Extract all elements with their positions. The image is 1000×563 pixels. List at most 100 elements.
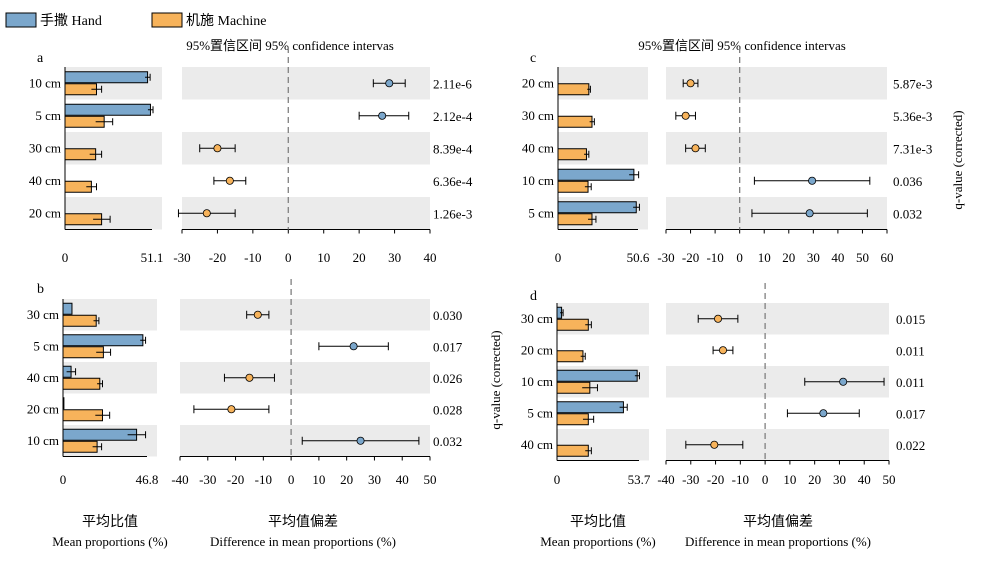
qvalue-label: 2.11e-6 [433, 76, 472, 91]
ci-tick-label: 40 [831, 250, 844, 265]
bar-tick-label: 46.8 [136, 472, 159, 487]
qvalue-label: 0.022 [896, 438, 925, 453]
bar-hand [64, 71, 149, 84]
ci-tick-label: -20 [209, 250, 226, 265]
ci-tick-label: -40 [657, 472, 674, 487]
ci-point [691, 144, 700, 153]
bar-machine [557, 148, 587, 161]
ci-point [202, 209, 211, 218]
footer-right-left-en: Mean proportions (%) [540, 534, 656, 549]
ci-tick-label: 0 [285, 250, 292, 265]
ci-tick-label: 10 [783, 472, 796, 487]
qvalue-label: 1.26e-3 [433, 206, 472, 221]
qvalue-label: 0.026 [433, 371, 463, 386]
footer-right-en: Difference in mean proportions (%) [685, 534, 871, 549]
footer-mid-en: Difference in mean proportions (%) [210, 534, 396, 549]
ci-point [714, 314, 723, 323]
legend-swatch-hand [5, 12, 37, 28]
ci-tick-label: -30 [657, 250, 674, 265]
panel-letter-a: a [37, 51, 44, 66]
category-label: 10 cm [27, 433, 59, 448]
ci-point [213, 144, 222, 153]
legend-swatch-machine [151, 12, 183, 28]
bar-hand [557, 168, 635, 181]
category-label: 40 cm [522, 140, 554, 155]
ci-tick-label: -10 [732, 472, 749, 487]
ci-tick-label: -10 [706, 250, 723, 265]
ci-tick-label: 20 [782, 250, 795, 265]
qvalue-label: 0.028 [433, 402, 462, 417]
bar-machine [62, 314, 97, 327]
ci-point [349, 342, 358, 351]
ci-tick-label: -30 [173, 250, 190, 265]
category-label: 30 cm [522, 108, 554, 123]
ci-tick-label: 10 [317, 250, 330, 265]
category-label: 10 cm [521, 374, 553, 389]
ci-tick-label: 20 [808, 472, 821, 487]
qvalue-label: 8.39e-4 [433, 141, 473, 156]
ci-point [808, 176, 817, 185]
qvalue-label: 0.032 [893, 206, 922, 221]
qvalue-label: 0.036 [893, 174, 923, 189]
footer-right-cn: 平均值偏差 [743, 514, 813, 530]
bar-hand [62, 334, 144, 347]
ci-point [227, 405, 236, 414]
bar-machine [557, 180, 589, 193]
bar-tick-label: 0 [60, 472, 67, 487]
ci-tick-label: 10 [312, 472, 325, 487]
bar-hand [62, 397, 65, 410]
category-label: 5 cm [33, 338, 59, 353]
category-label: 30 cm [29, 140, 61, 155]
category-label: 10 cm [522, 173, 554, 188]
bar-tick-label: 51.1 [141, 250, 164, 265]
ci-tick-label: -20 [682, 250, 699, 265]
category-label: 5 cm [35, 108, 61, 123]
qvalue-label: 0.032 [433, 434, 462, 449]
footer-mid-cn: 平均值偏差 [268, 514, 338, 530]
ci-tick-label: 30 [368, 472, 381, 487]
ci-tick-label: -10 [255, 472, 272, 487]
ci-point [253, 310, 262, 319]
bar-hand [556, 401, 624, 414]
panel-letter-c: c [530, 51, 536, 66]
ci-tick-label: 50 [883, 472, 896, 487]
bar-machine [557, 213, 593, 226]
footer-left-en: Mean proportions (%) [52, 534, 168, 549]
ci-point [718, 346, 727, 355]
bar-machine [557, 83, 590, 96]
ci-point [356, 436, 365, 445]
ci-point [225, 176, 234, 185]
qvalue-label: 0.011 [896, 343, 925, 358]
bar-machine [557, 115, 593, 128]
footer-left-cn: 平均比值 [82, 514, 138, 530]
ci-band [180, 362, 430, 394]
category-label: 20 cm [27, 401, 59, 416]
ci-tick-label: 50 [856, 250, 869, 265]
ci-tick-label: 30 [807, 250, 820, 265]
category-label: 10 cm [29, 75, 61, 90]
ci-title-left: 95%置信区间 95% confidence intervas [186, 38, 394, 53]
bar-hand [62, 428, 138, 441]
qvalue-label: 5.36e-3 [893, 109, 932, 124]
ci-point [245, 373, 254, 382]
ci-tick-label: 40 [858, 472, 871, 487]
category-label: 20 cm [29, 205, 61, 220]
qvalue-label: 0.017 [433, 339, 463, 354]
ci-tick-label: 30 [833, 472, 846, 487]
bar-tick-label: 53.7 [628, 472, 651, 487]
ci-point [710, 440, 719, 449]
panel-d: 0 53.7 -40 -30 -20 -10 0 10 20 30 40 50 30 cm 0.015 20… [521, 283, 926, 487]
bar-hand [64, 103, 151, 116]
ci-tick-label: 60 [881, 250, 894, 265]
bar-hand [62, 302, 73, 315]
ci-tick-label: 40 [396, 472, 409, 487]
qvalue-label: 0.030 [433, 308, 462, 323]
ci-band [666, 67, 887, 100]
panel-a: 0 51.1 -30 -20 -10 0 10 20 30 40 10 cm 2.11e-6 5 cm 2… [29, 47, 473, 265]
bar-machine [556, 318, 589, 331]
ci-tick-label: 30 [388, 250, 401, 265]
bar-machine [62, 440, 98, 453]
qvalue-label: 7.31e-3 [893, 141, 932, 156]
ci-tick-label: 50 [424, 472, 437, 487]
ci-tick-label: -20 [227, 472, 244, 487]
